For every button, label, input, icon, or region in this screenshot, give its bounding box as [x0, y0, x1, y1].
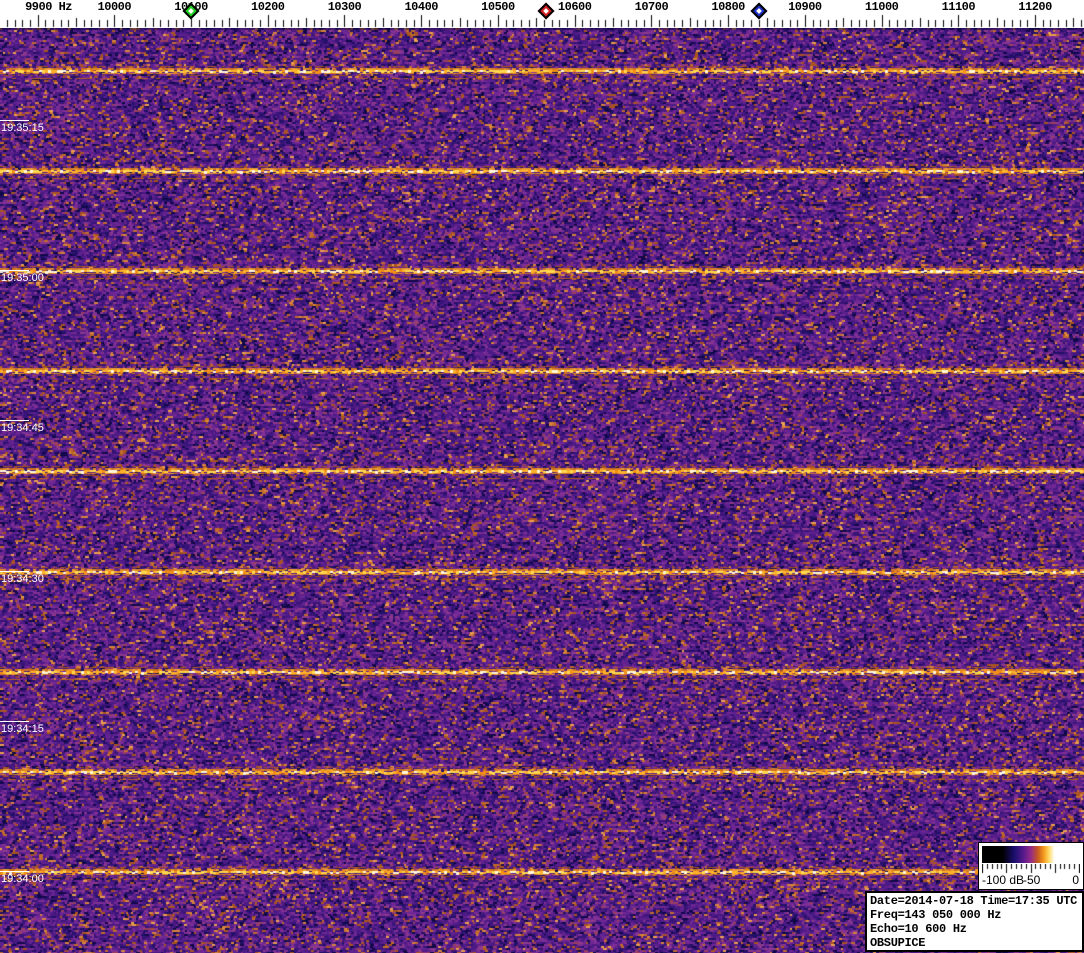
freq-tick-label: 10900: [788, 0, 822, 14]
time-tick: [0, 571, 29, 572]
freq-tick-label: 10800: [711, 0, 745, 14]
time-label: 19:34:30: [1, 573, 44, 585]
freq-tick-label: 10700: [634, 0, 669, 14]
status-info-box: Date=2014-07-18 Time=17:35 UTC Freq=143 …: [865, 891, 1084, 952]
freq-tick-label: 10600: [557, 0, 592, 14]
freq-tick-label: 10000: [97, 0, 132, 14]
amplitude-colorbar: -100 dB -50 0: [978, 842, 1084, 890]
freq-tick-label: 11200: [1018, 0, 1052, 14]
freq-tick-label: 10400: [404, 0, 438, 14]
freq-tick-label: 9900 Hz: [25, 0, 73, 14]
info-frequency: Freq=143 050 000 Hz: [870, 908, 1002, 922]
freq-tick-label: 10300: [327, 0, 362, 14]
time-tick: [0, 871, 29, 872]
waterfall-display[interactable]: 19:35:15 19:35:00 19:34:45 19:34:30 19:34:15…: [0, 28, 1084, 953]
time-tick: [0, 120, 29, 121]
frequency-ruler[interactable]: 9900 Hz100001010010200103001040010500106…: [0, 0, 1084, 28]
time-tick: [0, 721, 29, 722]
colorbar-label-min: -100 dB: [982, 873, 1025, 887]
colorbar-gradient: [982, 846, 1080, 863]
marker-center-dot: [542, 8, 549, 14]
freq-tick-label: 11000: [864, 0, 899, 14]
colorbar-label-mid: -50: [1023, 873, 1041, 887]
time-label: 19:34:00: [1, 873, 44, 885]
freq-tick-label: 10200: [250, 0, 285, 14]
time-label: 19:34:45: [1, 422, 44, 434]
info-station-name: OBSUPICE: [870, 936, 926, 950]
time-tick: [0, 270, 29, 271]
time-tick: [0, 420, 29, 421]
marker-center-dot: [188, 8, 194, 14]
time-label: 19:35:15: [1, 122, 44, 134]
spectrogram-canvas[interactable]: [0, 28, 1084, 953]
time-label: 19:35:00: [1, 272, 44, 284]
colorbar-label-max: 0: [1072, 873, 1079, 887]
colorbar-ticks: [982, 864, 1080, 874]
marker-center-dot: [755, 8, 762, 14]
freq-tick-label: 11100: [941, 0, 976, 14]
freq-tick-label: 10500: [481, 0, 515, 14]
info-date-time: Date=2014-07-18 Time=17:35 UTC: [870, 894, 1078, 908]
info-echo-frequency: Echo=10 600 Hz: [870, 922, 967, 936]
time-label: 19:34:15: [1, 723, 44, 735]
